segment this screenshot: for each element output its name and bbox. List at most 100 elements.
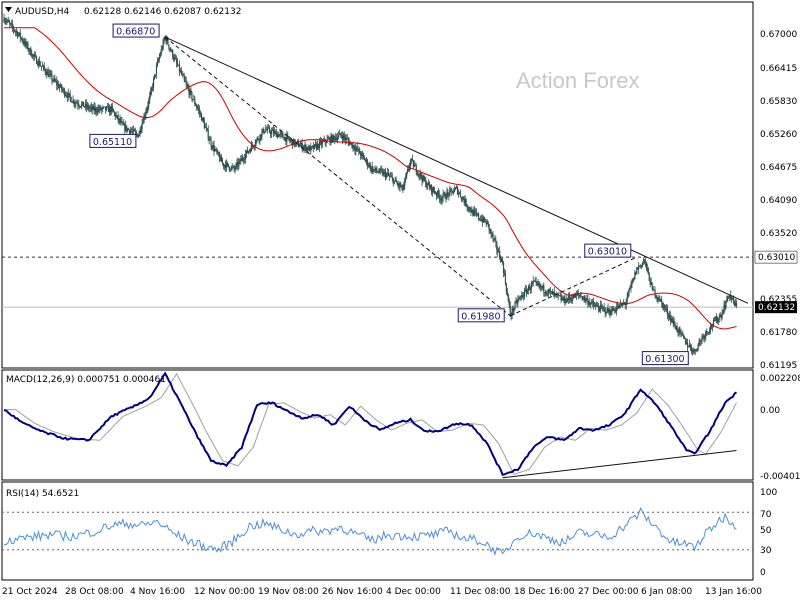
candle-body [581, 296, 583, 300]
candle-body [715, 316, 717, 321]
candle-body [402, 185, 404, 191]
candle-body [478, 218, 481, 220]
candle-body [314, 144, 316, 149]
time-tick: 4 Nov 16:00 [130, 587, 185, 597]
candle-body [59, 86, 61, 89]
candle-body [412, 160, 414, 167]
candle-body [386, 172, 389, 174]
candle-body [55, 81, 57, 82]
candle-body [308, 146, 310, 151]
candle-body [472, 210, 474, 216]
candle-body [487, 221, 489, 225]
macd-trendline [502, 450, 737, 479]
candle-body [413, 165, 415, 167]
candle-body [686, 342, 688, 344]
candle-body [126, 125, 128, 131]
candle-body [170, 49, 172, 52]
candle-body [167, 38, 169, 45]
candle-body [130, 131, 133, 132]
macd-tick: 0.002208 [760, 374, 800, 384]
candle-body [190, 90, 192, 93]
candle-body [547, 289, 550, 294]
candle-body [705, 331, 707, 336]
candle-body [75, 102, 77, 104]
candle-body [539, 283, 541, 288]
candle-body [303, 146, 305, 149]
candle-body [132, 129, 135, 132]
candle-body [198, 109, 201, 113]
symbol-dropdown-icon[interactable] [5, 7, 12, 12]
candle-body [640, 264, 643, 267]
candle-body [501, 259, 504, 264]
candle-body [115, 115, 117, 117]
candle-body [693, 349, 695, 351]
candle-body [393, 180, 395, 184]
candle-body [481, 219, 484, 223]
rsi-tick: 70 [760, 510, 772, 520]
price-tick: 0.64090 [760, 196, 797, 206]
candle-body [494, 239, 496, 241]
candle-body [273, 131, 275, 134]
candle-body [50, 73, 52, 75]
candle-body [582, 298, 584, 300]
candle-body [227, 163, 229, 167]
candle-body [561, 298, 563, 300]
swing-label: 0.65110 [93, 137, 132, 148]
candle-body [662, 302, 664, 308]
candle-body [663, 304, 665, 308]
candle-body [562, 298, 564, 301]
candle-body [658, 299, 660, 301]
current-price-tag [755, 301, 797, 314]
candle-body [375, 167, 377, 171]
candle-body [337, 137, 339, 141]
candle-body [108, 107, 111, 113]
candle-body [136, 133, 138, 138]
candle-body [264, 131, 266, 133]
candle-body [667, 314, 670, 317]
candle-body [192, 99, 194, 100]
price-tick: 0.66415 [760, 64, 797, 74]
candle-body [631, 282, 633, 285]
candle-body [571, 298, 574, 301]
candle-body [271, 129, 274, 131]
candle-body [235, 164, 237, 169]
candle-body [525, 289, 528, 294]
candle-body [307, 147, 309, 151]
candle-body [158, 56, 160, 61]
candle-body [176, 63, 179, 66]
candle-body [125, 125, 127, 131]
candle-body [427, 182, 429, 187]
time-tick: 28 Oct 08:00 [65, 587, 124, 597]
candle-body [110, 106, 112, 113]
candle-body [546, 293, 548, 295]
candle-body [411, 159, 414, 161]
candle-body [29, 48, 31, 51]
candle-body [511, 308, 513, 316]
candle-body [656, 297, 658, 299]
candle-body [185, 81, 187, 84]
candle-body [223, 165, 226, 167]
candle-body [316, 143, 319, 149]
candle-body [564, 297, 566, 303]
candle-body [217, 151, 219, 153]
candle-body [5, 21, 7, 23]
candle-body [629, 287, 631, 290]
candle-body [702, 336, 704, 338]
candle-body [82, 101, 85, 107]
candle-body [473, 210, 475, 216]
candle-body [607, 307, 609, 312]
dashed-channel-line [164, 36, 511, 317]
candle-body [198, 108, 200, 110]
candle-body [290, 140, 292, 142]
candle-body [195, 104, 197, 106]
candle-body [577, 293, 579, 295]
candle-body [420, 173, 422, 178]
candle-body [695, 349, 697, 352]
candle-body [342, 135, 345, 140]
candle-body [58, 84, 60, 89]
candle-body [470, 210, 472, 213]
candle-body [698, 341, 700, 345]
candle-body [238, 161, 240, 167]
watermark: Action Forex [516, 68, 640, 93]
candle-body [339, 133, 342, 136]
